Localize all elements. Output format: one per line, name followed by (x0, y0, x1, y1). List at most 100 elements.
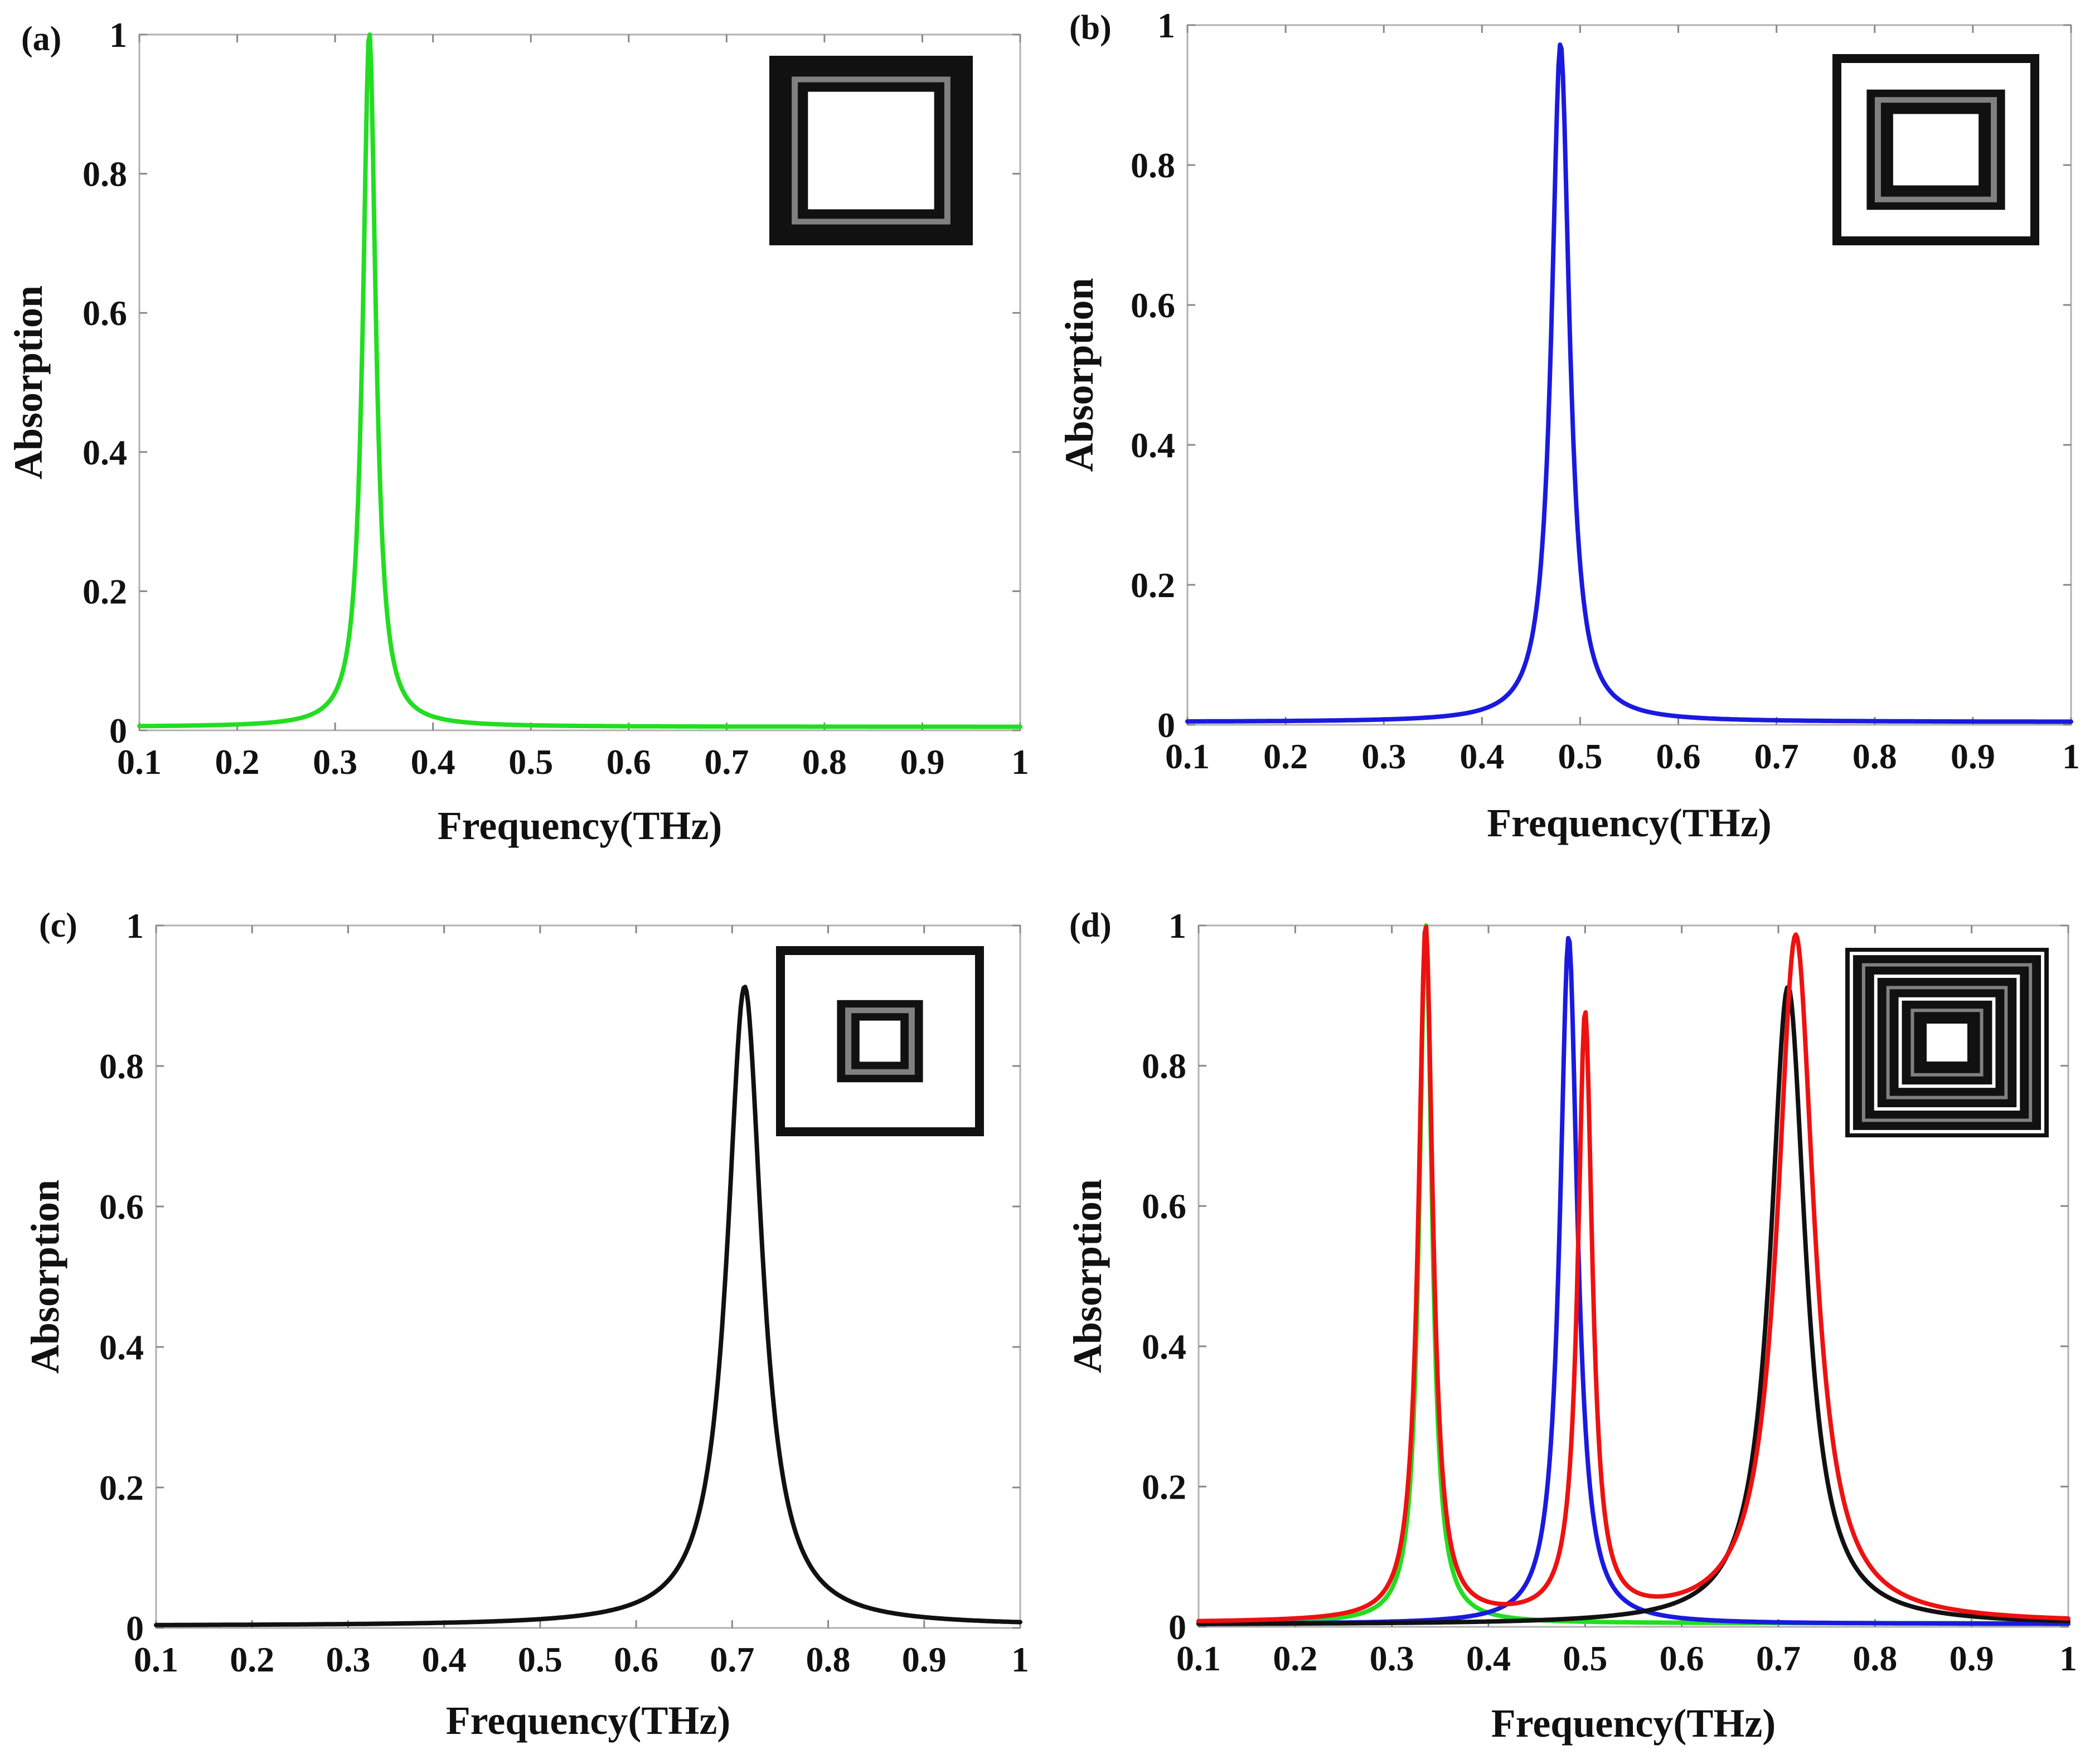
x-tick-label: 0.3 (1370, 1639, 1414, 1678)
x-tick-label: 0.4 (422, 1640, 467, 1679)
y-tick-label: 0 (126, 1608, 144, 1648)
y-tick-label: 0.4 (83, 433, 127, 472)
x-tick-label: 0.1 (117, 742, 162, 782)
y-tick-label: 0.2 (1142, 1467, 1186, 1506)
x-tick-label: 0.4 (411, 742, 455, 782)
inset-center (1893, 114, 1979, 186)
x-tick-label: 0.6 (1660, 1639, 1704, 1678)
y-tick-label: 0.6 (1131, 285, 1175, 325)
x-tick-label: 0.8 (1853, 736, 1897, 776)
x-tick-label: 0.1 (1165, 736, 1210, 776)
panel-label: (d) (1069, 907, 1112, 944)
y-tick-label: 1 (126, 906, 144, 946)
x-tick-label: 0.1 (134, 1640, 178, 1679)
x-tick-label: 0.6 (614, 1640, 658, 1679)
series-line-ring-3 (1196, 985, 2070, 1626)
x-tick-label: 1 (1011, 742, 1029, 782)
plot-frame (1197, 924, 2069, 1628)
x-tick-label: 0.4 (1459, 736, 1504, 776)
series-line-ring-1 (137, 32, 1022, 729)
y-axis-title: Absorption (23, 1180, 67, 1374)
x-tick-label: 1 (2062, 736, 2080, 776)
y-tick-label: 0.4 (1131, 425, 1175, 465)
y-tick-label: 1 (1157, 6, 1175, 45)
y-axis-title: Absorption (1065, 1179, 1110, 1373)
x-axis-title: Frequency(THz) (1491, 1701, 1776, 1746)
inset-frame (776, 946, 984, 1136)
x-tick-label: 0.2 (1263, 736, 1308, 776)
inset-icon-middle-ring (1832, 54, 2039, 245)
inset-ring-2 (1861, 963, 2033, 1122)
x-tick-label: 0.3 (326, 1640, 370, 1679)
y-tick-label: 0 (1168, 1607, 1186, 1647)
x-tick-label: 0.7 (710, 1640, 754, 1679)
inset-ring-4 (1886, 986, 2008, 1099)
x-tick-label: 0.7 (704, 742, 749, 782)
series-line-ring-2 (1185, 42, 2073, 724)
y-tick-label: 0.2 (99, 1468, 144, 1508)
x-tick-label: 0.5 (508, 742, 553, 782)
x-tick-label: 0.6 (607, 742, 651, 782)
x-tick-label: 1 (2059, 1639, 2077, 1678)
y-tick-label: 0.6 (83, 293, 127, 333)
y-tick-label: 0.6 (99, 1187, 144, 1227)
inset-ring-3 (1874, 975, 2020, 1111)
x-tick-label: 0.5 (1558, 736, 1602, 776)
panel-label: (c) (39, 907, 77, 944)
x-axis-title: Frequency(THz) (1487, 801, 1772, 845)
x-tick-label: 0.8 (802, 742, 847, 782)
y-tick-label: 0.6 (1142, 1186, 1186, 1226)
panel-label: (a) (21, 20, 61, 58)
x-tick-label: 0.9 (902, 1640, 947, 1679)
x-tick-label: 1 (1011, 1640, 1029, 1679)
x-tick-label: 0.6 (1656, 736, 1701, 776)
y-tick-label: 0.8 (83, 154, 127, 194)
inset-center (1927, 1024, 1967, 1062)
plot-frame (1186, 24, 2072, 726)
x-tick-label: 0.2 (215, 742, 260, 782)
x-tick-label: 0.3 (313, 742, 357, 782)
y-axis-title: Absorption (6, 285, 51, 479)
series-line-combined (1196, 924, 2070, 1624)
plot-frame (155, 924, 1021, 1629)
y-tick-label: 0 (1157, 705, 1175, 745)
x-tick-label: 0.5 (518, 1640, 562, 1679)
panel-b: 0.1 0.2 0.3 0.4 0.5 0.6 0.7 0.8 0.9 1 0 0.2 0.4 0.6 0.… (1057, 6, 2080, 845)
y-tick-label: 0.8 (1131, 146, 1175, 185)
y-tick-label: 1 (1168, 906, 1186, 946)
series-line-ring-3 (154, 985, 1022, 1627)
y-tick-label: 0 (109, 711, 127, 750)
x-tick-label: 0.2 (230, 1640, 274, 1679)
y-tick-label: 0.8 (1142, 1046, 1186, 1086)
x-axis-title: Frequency(THz) (438, 803, 722, 848)
x-tick-label: 0.7 (1754, 736, 1799, 776)
x-tick-label: 0.9 (1950, 1639, 1994, 1678)
y-tick-label: 0.8 (99, 1046, 144, 1086)
x-tick-label: 0.3 (1361, 736, 1406, 776)
inset-ring-1 (1849, 952, 2045, 1133)
inset-center (808, 91, 934, 210)
panel-c: 0.1 0.2 0.3 0.4 0.5 0.6 0.7 0.8 0.9 1 0 0.2 0.4 0.6 0.… (23, 906, 1029, 1743)
y-tick-label: 1 (109, 15, 127, 55)
x-tick-label: 0.5 (1563, 1639, 1607, 1678)
x-tick-label: 0.9 (900, 742, 944, 782)
x-tick-label: 0.8 (1853, 1639, 1897, 1678)
x-tick-label: 0.1 (1176, 1639, 1221, 1678)
x-axis-title: Frequency(THz) (446, 1698, 731, 1743)
inset-ring-6 (1910, 1009, 1984, 1077)
y-axis-title: Absorption (1057, 278, 1102, 472)
y-tick-label: 0.2 (83, 571, 127, 611)
inset-center (859, 1020, 901, 1062)
x-tick-label: 0.2 (1273, 1639, 1317, 1678)
x-tick-label: 0.9 (1951, 736, 1995, 776)
inset-icon-small-ring (776, 946, 984, 1136)
x-tick-label: 0.8 (806, 1640, 851, 1679)
panel-label: (b) (1069, 9, 1112, 47)
y-tick-label: 0.4 (1142, 1327, 1186, 1366)
panel-a: 0.1 0.2 0.3 0.4 0.5 0.6 0.7 0.8 0.9 1 0 0.2 0.4 0.6 0.… (6, 15, 1029, 848)
panel-d: 0.1 0.2 0.3 0.4 0.5 0.6 0.7 0.8 0.9 1 0 0.2 0.4 0.6 0.… (1065, 906, 2077, 1746)
inset-icon-combined-rings (1845, 948, 2049, 1137)
plot-frame (138, 33, 1021, 731)
x-tick-label: 0.4 (1466, 1639, 1511, 1678)
